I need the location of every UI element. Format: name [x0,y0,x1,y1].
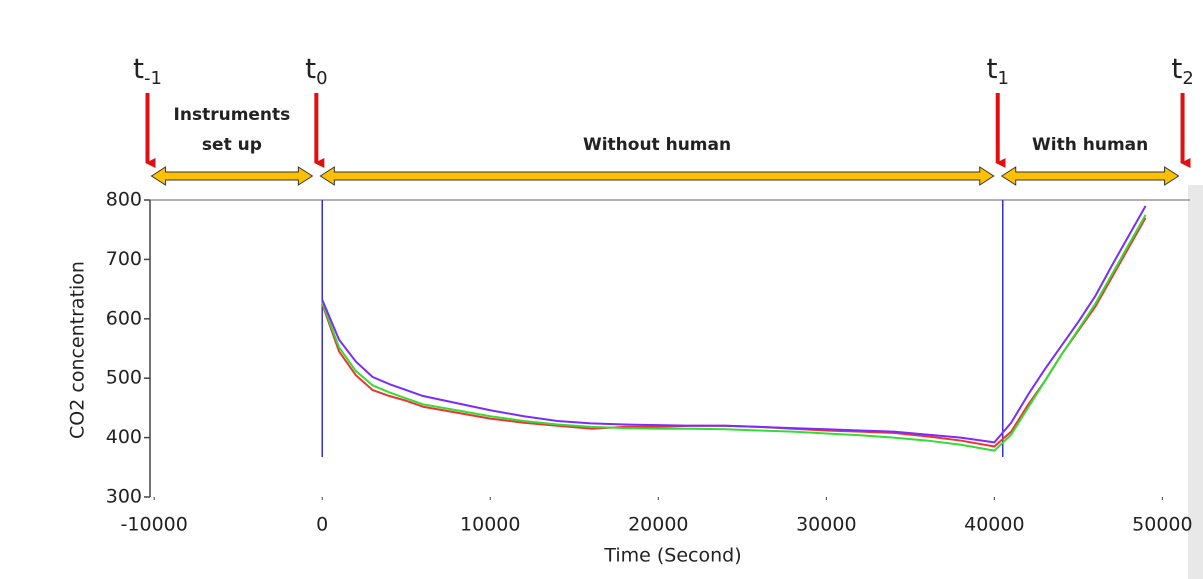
phase-label: Instruments [174,105,291,125]
phase-arrow [1000,166,1180,186]
x-tick-label: -10000 [121,514,188,536]
event-base: t [987,52,998,85]
y-tick-label: 800 [106,189,142,211]
event-subscript: 2 [1182,68,1193,89]
event-subscript: 0 [316,68,327,89]
event-label: t2 [1171,52,1193,89]
x-tick-label: 20000 [628,514,688,536]
phase-label: Without human [583,135,731,155]
event-subscript: -1 [144,68,162,89]
phase-label: set up [202,135,262,155]
event-base: t [133,52,144,85]
series-line [321,217,1147,448]
side-shade [1188,185,1203,579]
y-tick-label: 500 [106,367,142,389]
y-tick-label: 400 [106,426,142,448]
event-label: t-1 [133,52,162,89]
x-tick-label: 10000 [460,514,520,536]
event-subscript: 1 [997,68,1008,89]
y-tick-label: 700 [106,248,142,270]
y-tick-label: 600 [106,307,142,329]
series-line [321,205,1147,444]
x-tick-label: 0 [316,514,328,536]
series-line [321,214,1147,452]
x-tick-label: 30000 [796,514,856,536]
x-tick-label: 50000 [1132,514,1192,536]
phase-label: With human [1032,135,1148,155]
event-label: t0 [305,52,327,89]
event-base: t [305,52,316,85]
x-axis-label: Time (Second) [603,545,741,567]
x-tick-label: 40000 [964,514,1024,536]
phase-arrow [319,166,995,186]
y-axis-label: CO2 concentration [67,261,89,439]
phase-arrow [150,166,314,186]
event-label: t1 [987,52,1009,89]
y-tick-label: 300 [106,486,142,508]
event-base: t [1171,52,1182,85]
